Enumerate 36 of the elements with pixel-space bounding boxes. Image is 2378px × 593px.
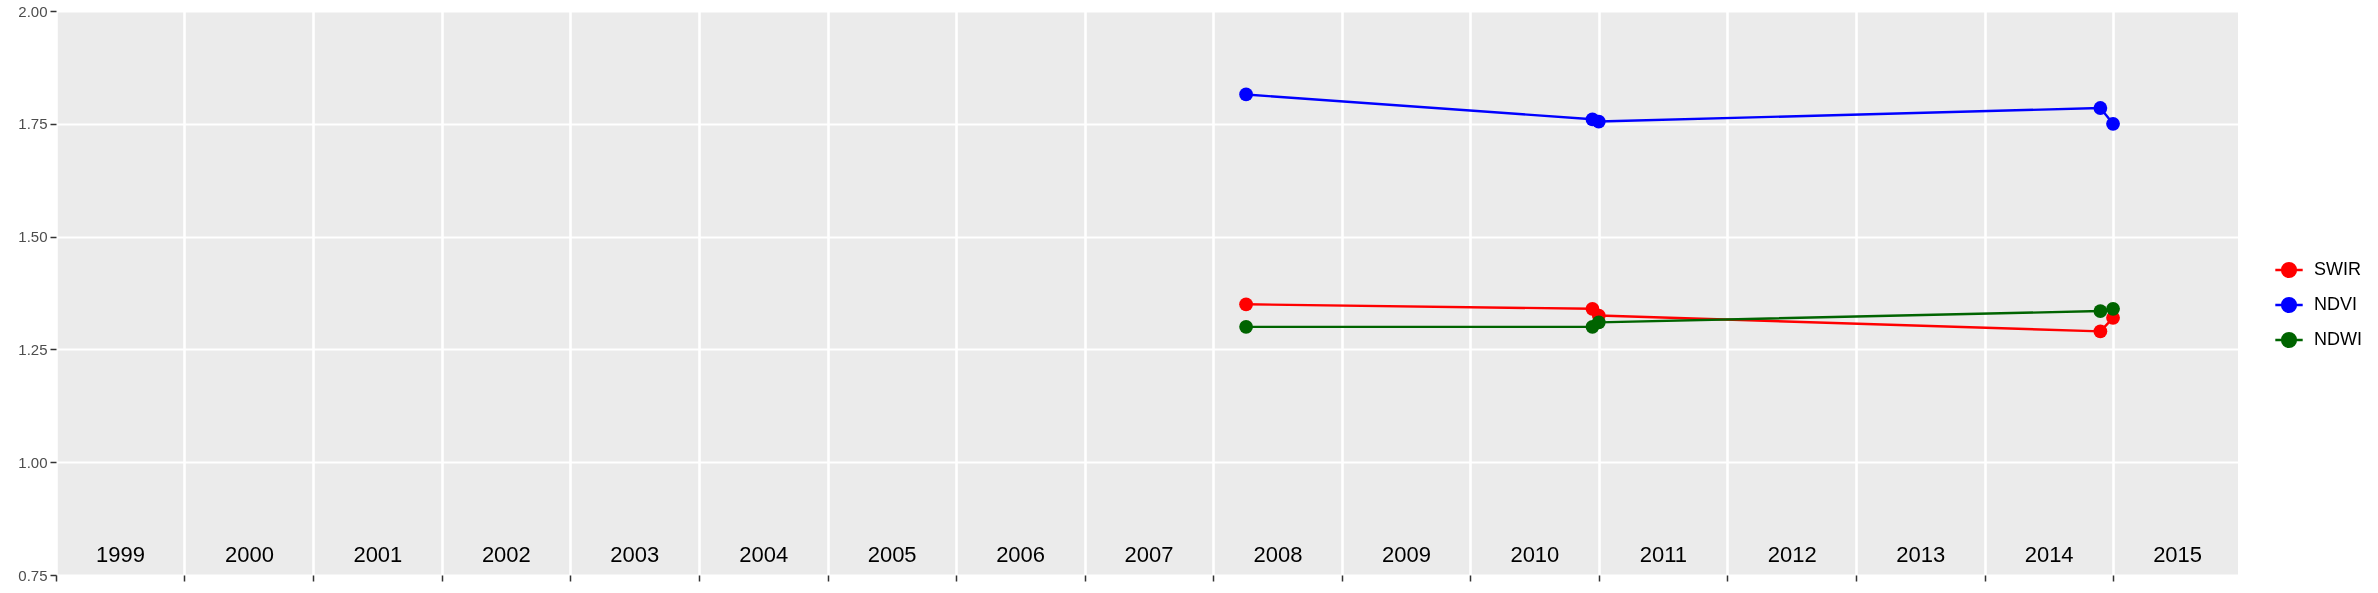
x-tick-label: 2003 (610, 542, 660, 567)
x-tick-label: 2005 (867, 542, 917, 567)
legend-label: SWIR (2314, 259, 2361, 279)
y-tick-label: 0.75 (18, 566, 48, 584)
legend-label: NDVI (2314, 294, 2358, 314)
point (1591, 315, 1606, 330)
x-tick-label: 2010 (1510, 542, 1560, 567)
point (2106, 116, 2120, 131)
x-tick-label: 2015 (2153, 542, 2203, 567)
point (1239, 319, 1253, 334)
point (1239, 87, 1253, 102)
point (1591, 114, 1606, 129)
x-tick-label: 1999 (96, 542, 146, 567)
y-tick-label: 2.00 (18, 2, 48, 20)
y-tick-label: 1.25 (18, 340, 48, 358)
x-tick-label: 2002 (481, 542, 531, 567)
x-tick-label: 2011 (1639, 542, 1687, 567)
x-tick-label: 2008 (1253, 542, 1303, 567)
point (2093, 324, 2108, 339)
x-tick-label: 2014 (2024, 542, 2074, 567)
legend-label: NDWI (2314, 329, 2362, 349)
x-tick-label: 2000 (224, 542, 274, 567)
x-tick-label: 2007 (1124, 542, 1174, 567)
point (2093, 101, 2108, 115)
x-tick-label: 2001 (353, 542, 403, 567)
point (2106, 301, 2120, 316)
x-tick-label: 2006 (996, 542, 1046, 567)
x-tick-label: 2013 (1896, 542, 1946, 567)
y-tick-label: 1.00 (18, 453, 48, 471)
y-tick-label: 1.75 (18, 115, 48, 133)
x-tick-label: 2004 (739, 542, 789, 567)
point (2093, 304, 2108, 318)
x-tick-label: 2009 (1381, 542, 1431, 567)
y-tick-label: 1.50 (18, 228, 48, 246)
x-tick-label: 2012 (1767, 542, 1817, 567)
point (1239, 297, 1253, 312)
